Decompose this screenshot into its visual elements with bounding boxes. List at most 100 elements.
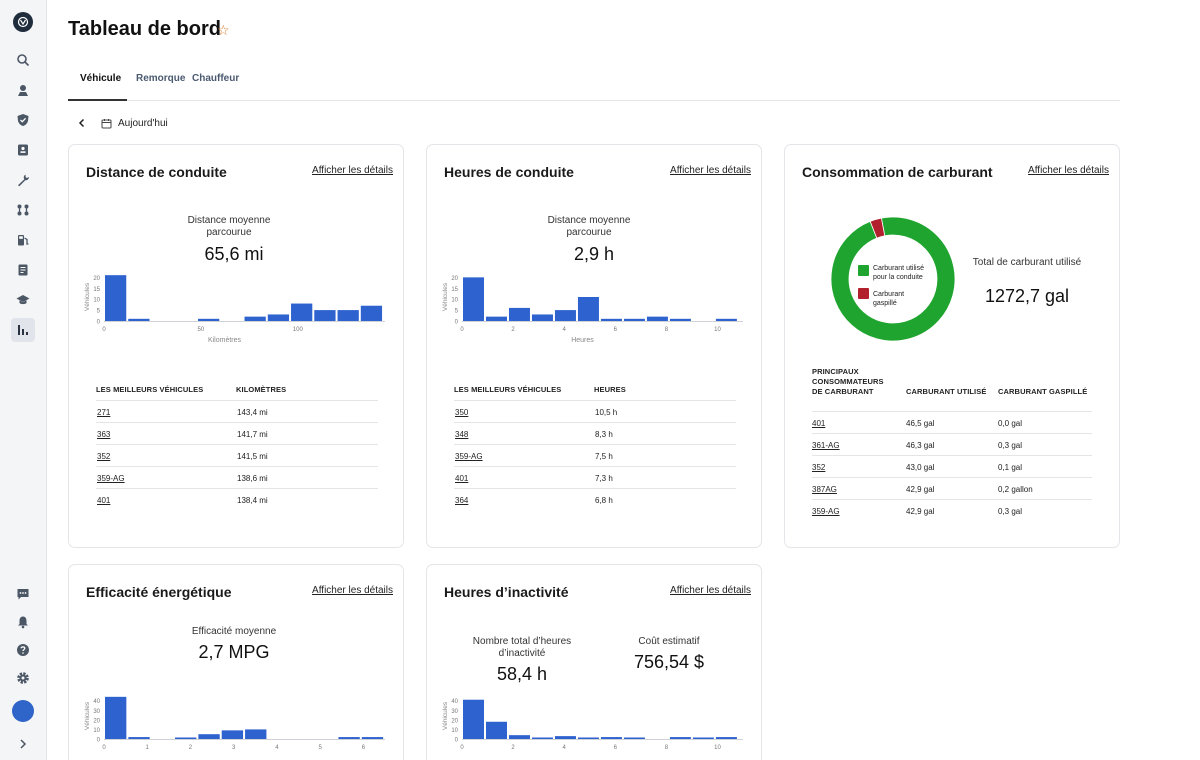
tab-vehicule[interactable]: Véhicule — [80, 73, 122, 84]
date-label[interactable]: Aujourd'hui — [118, 117, 168, 129]
table-cell: 46,3 gal — [906, 441, 935, 450]
chat-icon[interactable] — [11, 582, 35, 606]
y-tick-label: 20 — [451, 718, 458, 724]
wrench-icon[interactable] — [11, 168, 35, 192]
x-tick-label: 0 — [102, 327, 106, 333]
table-row: 401 46,5 gal 0,0 gal — [812, 411, 1092, 433]
card-fuel: Consommation de carburant Afficher les d… — [784, 144, 1120, 548]
date-selector: Aujourd'hui — [77, 114, 168, 132]
stat-value: 2,7 MPG — [198, 642, 270, 662]
legend-swatch-used — [858, 265, 869, 276]
histogram-bar — [175, 737, 197, 739]
histogram-bar — [692, 737, 714, 739]
bell-icon[interactable] — [11, 610, 35, 634]
document-icon[interactable] — [11, 258, 35, 282]
star-icon[interactable]: ☆ — [217, 22, 230, 38]
histogram-bar — [267, 314, 290, 321]
histogram-bar — [245, 729, 267, 739]
histogram-bar — [128, 737, 150, 739]
y-tick-label: 10 — [93, 298, 100, 304]
stat-value: 756,54 $ — [633, 652, 705, 672]
help-icon[interactable] — [11, 638, 35, 662]
x-tick-label: 2 — [511, 327, 515, 333]
histogram-bar — [600, 318, 622, 321]
y-tick-label: 15 — [93, 287, 100, 293]
table-cell: 6,8 h — [595, 496, 613, 505]
vehicle-link[interactable]: 364 — [455, 496, 469, 505]
histogram-bar — [508, 735, 530, 739]
table-cell: 0,3 gal — [998, 507, 1023, 516]
vehicle-link[interactable]: 359-AG — [812, 507, 840, 516]
map-pin-icon[interactable] — [11, 78, 35, 102]
logo-icon[interactable] — [13, 12, 33, 32]
vehicle-link[interactable]: 401 — [455, 474, 469, 483]
stat-label: Total de carburant utilisé — [972, 257, 1082, 268]
vehicle-link[interactable]: 350 — [455, 408, 469, 417]
histogram-bar — [463, 699, 484, 739]
stat-label: Distance moyenne parcourue — [547, 215, 631, 238]
id-card-icon[interactable] — [11, 138, 35, 162]
table-cell: 141,7 mi — [237, 430, 268, 439]
gear-icon[interactable] — [11, 666, 35, 690]
vehicle-link[interactable]: 348 — [455, 430, 469, 439]
details-link[interactable]: Afficher les détails — [312, 585, 393, 596]
vehicle-link[interactable]: 387AG — [812, 485, 837, 494]
table-row: 401 138,4 mi — [96, 488, 378, 510]
x-tick-label: 2 — [511, 745, 515, 751]
table-cell: 138,4 mi — [237, 496, 268, 505]
table-header: LES MEILLEURS VÉHICULES — [96, 385, 204, 394]
table-row: 401 7,3 h — [454, 466, 736, 488]
tab-chauffeur[interactable]: Chauffeur — [192, 73, 240, 84]
y-tick-label: 10 — [451, 298, 458, 304]
vehicle-link[interactable]: 359-AG — [97, 474, 125, 483]
histogram-bar — [463, 277, 484, 321]
vehicle-link[interactable]: 401 — [812, 419, 826, 428]
table-cell: 7,3 h — [595, 474, 613, 483]
table-row: 359-AG 138,6 mi — [96, 466, 378, 488]
card-title: Distance de conduite — [86, 164, 227, 180]
x-tick-label: 6 — [614, 745, 618, 751]
graduation-cap-icon[interactable] — [11, 288, 35, 312]
table-cell: 138,6 mi — [237, 474, 268, 483]
legend-label-used: Carburant utilisé pour la conduite — [873, 265, 924, 281]
details-link[interactable]: Afficher les détails — [670, 165, 751, 176]
histogram-bar — [577, 297, 599, 321]
y-tick-label: 30 — [451, 709, 458, 715]
search-icon[interactable] — [11, 48, 35, 72]
chevron-right-icon[interactable] — [11, 732, 35, 756]
vehicle-link[interactable]: 401 — [97, 496, 111, 505]
table-row: 352 141,5 mi — [96, 444, 378, 466]
table-cell: 43,0 gal — [906, 463, 935, 472]
x-tick-label: 0 — [460, 327, 464, 333]
chevron-left-icon[interactable] — [77, 118, 91, 128]
route-icon[interactable] — [11, 198, 35, 222]
x-tick-label: 10 — [714, 745, 721, 751]
vehicle-link[interactable]: 361-AG — [812, 441, 840, 450]
details-link[interactable]: Afficher les détails — [312, 165, 393, 176]
y-tick-label: 20 — [93, 718, 100, 724]
tab-remorque[interactable]: Remorque — [136, 73, 186, 84]
vehicle-link[interactable]: 359-AG — [455, 452, 483, 461]
x-tick-label: 100 — [293, 327, 304, 333]
vehicle-link[interactable]: 352 — [812, 463, 826, 472]
bar-chart-icon[interactable] — [11, 318, 35, 342]
stat-label: Distance moyenne parcourue — [187, 215, 271, 238]
legend-label-wasted: Carburant gaspillé — [873, 291, 905, 307]
table-header: CARBURANT UTILISÉ — [906, 387, 987, 396]
details-link[interactable]: Afficher les détails — [670, 585, 751, 596]
y-tick-label: 20 — [93, 276, 100, 282]
legend-swatch-wasted — [858, 288, 869, 299]
vehicle-link[interactable]: 352 — [97, 452, 111, 461]
vehicle-link[interactable]: 271 — [97, 408, 111, 417]
x-tick-label: 6 — [362, 745, 366, 751]
shield-icon[interactable] — [11, 108, 35, 132]
fuel-icon[interactable] — [11, 228, 35, 252]
y-tick-label: 15 — [451, 287, 458, 293]
histogram-bar — [715, 737, 737, 739]
table-row: 352 43,0 gal 0,1 gal — [812, 455, 1092, 477]
avatar[interactable] — [12, 700, 34, 722]
vehicle-link[interactable]: 363 — [97, 430, 111, 439]
details-link[interactable]: Afficher les détails — [1028, 165, 1109, 176]
stat-value: 65,6 mi — [204, 244, 264, 264]
calendar-icon[interactable] — [101, 118, 112, 129]
